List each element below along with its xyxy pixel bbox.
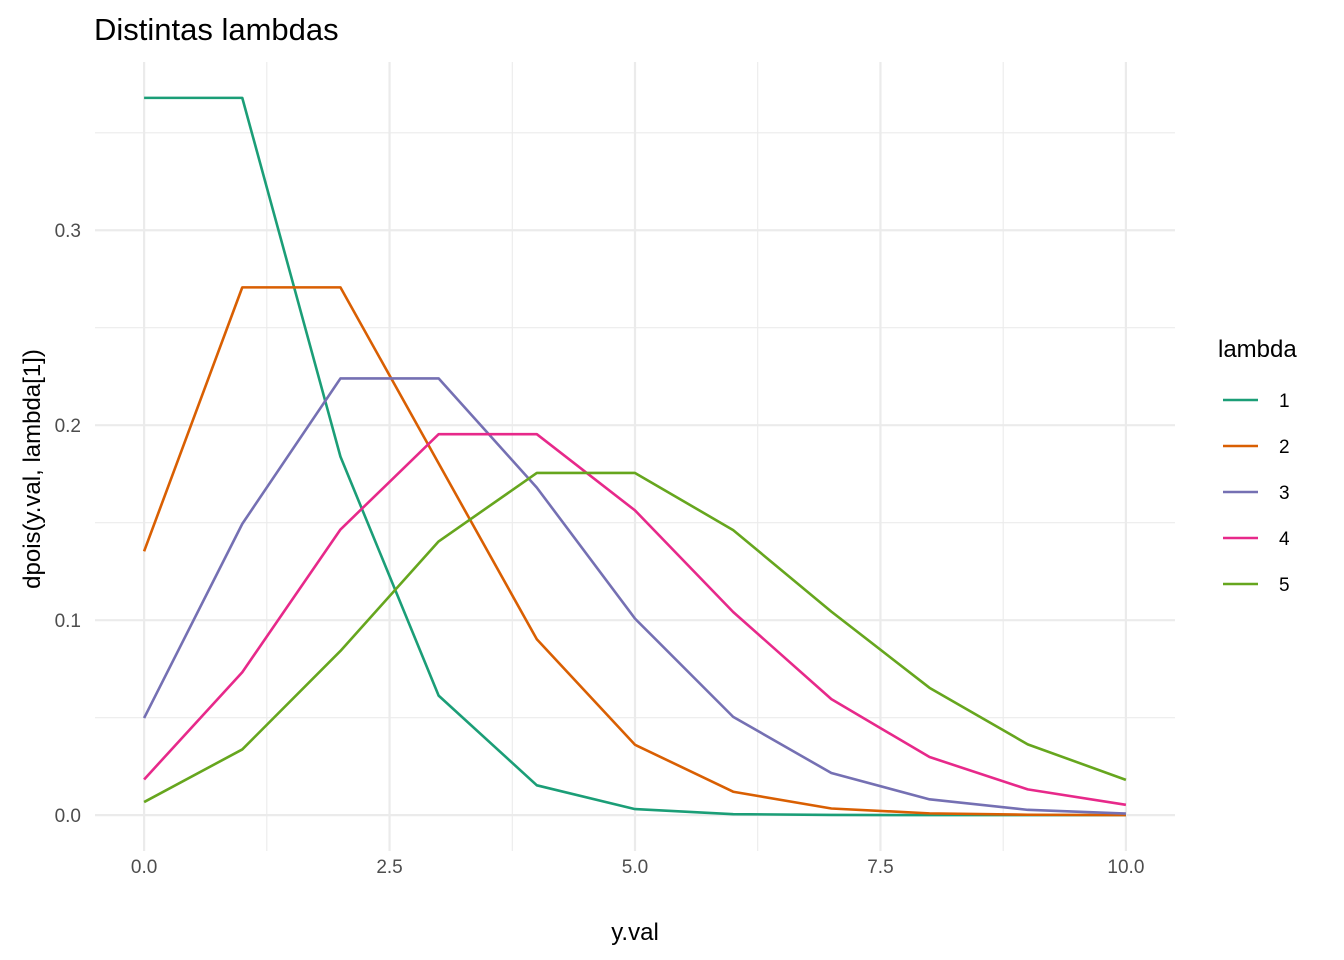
y-axis-title: dpois(y.val, lambda[1]) — [19, 349, 46, 589]
series-line-lambda-4 — [143, 432, 1127, 807]
series-line-lambda-1 — [144, 96, 1126, 817]
legend-label: 5 — [1279, 575, 1290, 596]
plot-grid — [95, 62, 1175, 851]
legend-label: 4 — [1279, 529, 1290, 550]
legend-label: 3 — [1279, 483, 1290, 504]
legend-label: 2 — [1279, 437, 1290, 458]
legend-title: lambda — [1218, 336, 1297, 363]
series-line-lambda-2 — [142, 286, 1126, 817]
y-tick-label: 0.1 — [55, 611, 81, 632]
x-axis-ticks: 0.0 2.5 5.0 7.5 10.0 — [131, 857, 1145, 878]
x-tick-label: 10.0 — [1107, 857, 1144, 878]
y-tick-label: 0.2 — [55, 416, 81, 437]
series-line-lambda-3 — [142, 377, 1126, 815]
x-tick-label: 7.5 — [867, 857, 893, 878]
chart-title: Distintas lambdas — [94, 12, 339, 47]
legend: lambda 1 2 3 4 5 — [1218, 336, 1297, 596]
series-line-lambda-5 — [143, 471, 1127, 804]
y-axis-ticks: 0.0 0.1 0.2 0.3 — [55, 221, 81, 827]
y-tick-label: 0.0 — [55, 806, 81, 827]
plot-series — [142, 96, 1127, 817]
x-axis-title: y.val — [611, 919, 659, 946]
x-tick-label: 5.0 — [622, 857, 648, 878]
x-tick-label: 2.5 — [376, 857, 402, 878]
x-tick-label: 0.0 — [131, 857, 157, 878]
y-tick-label: 0.3 — [55, 221, 81, 242]
legend-label: 1 — [1279, 391, 1290, 412]
